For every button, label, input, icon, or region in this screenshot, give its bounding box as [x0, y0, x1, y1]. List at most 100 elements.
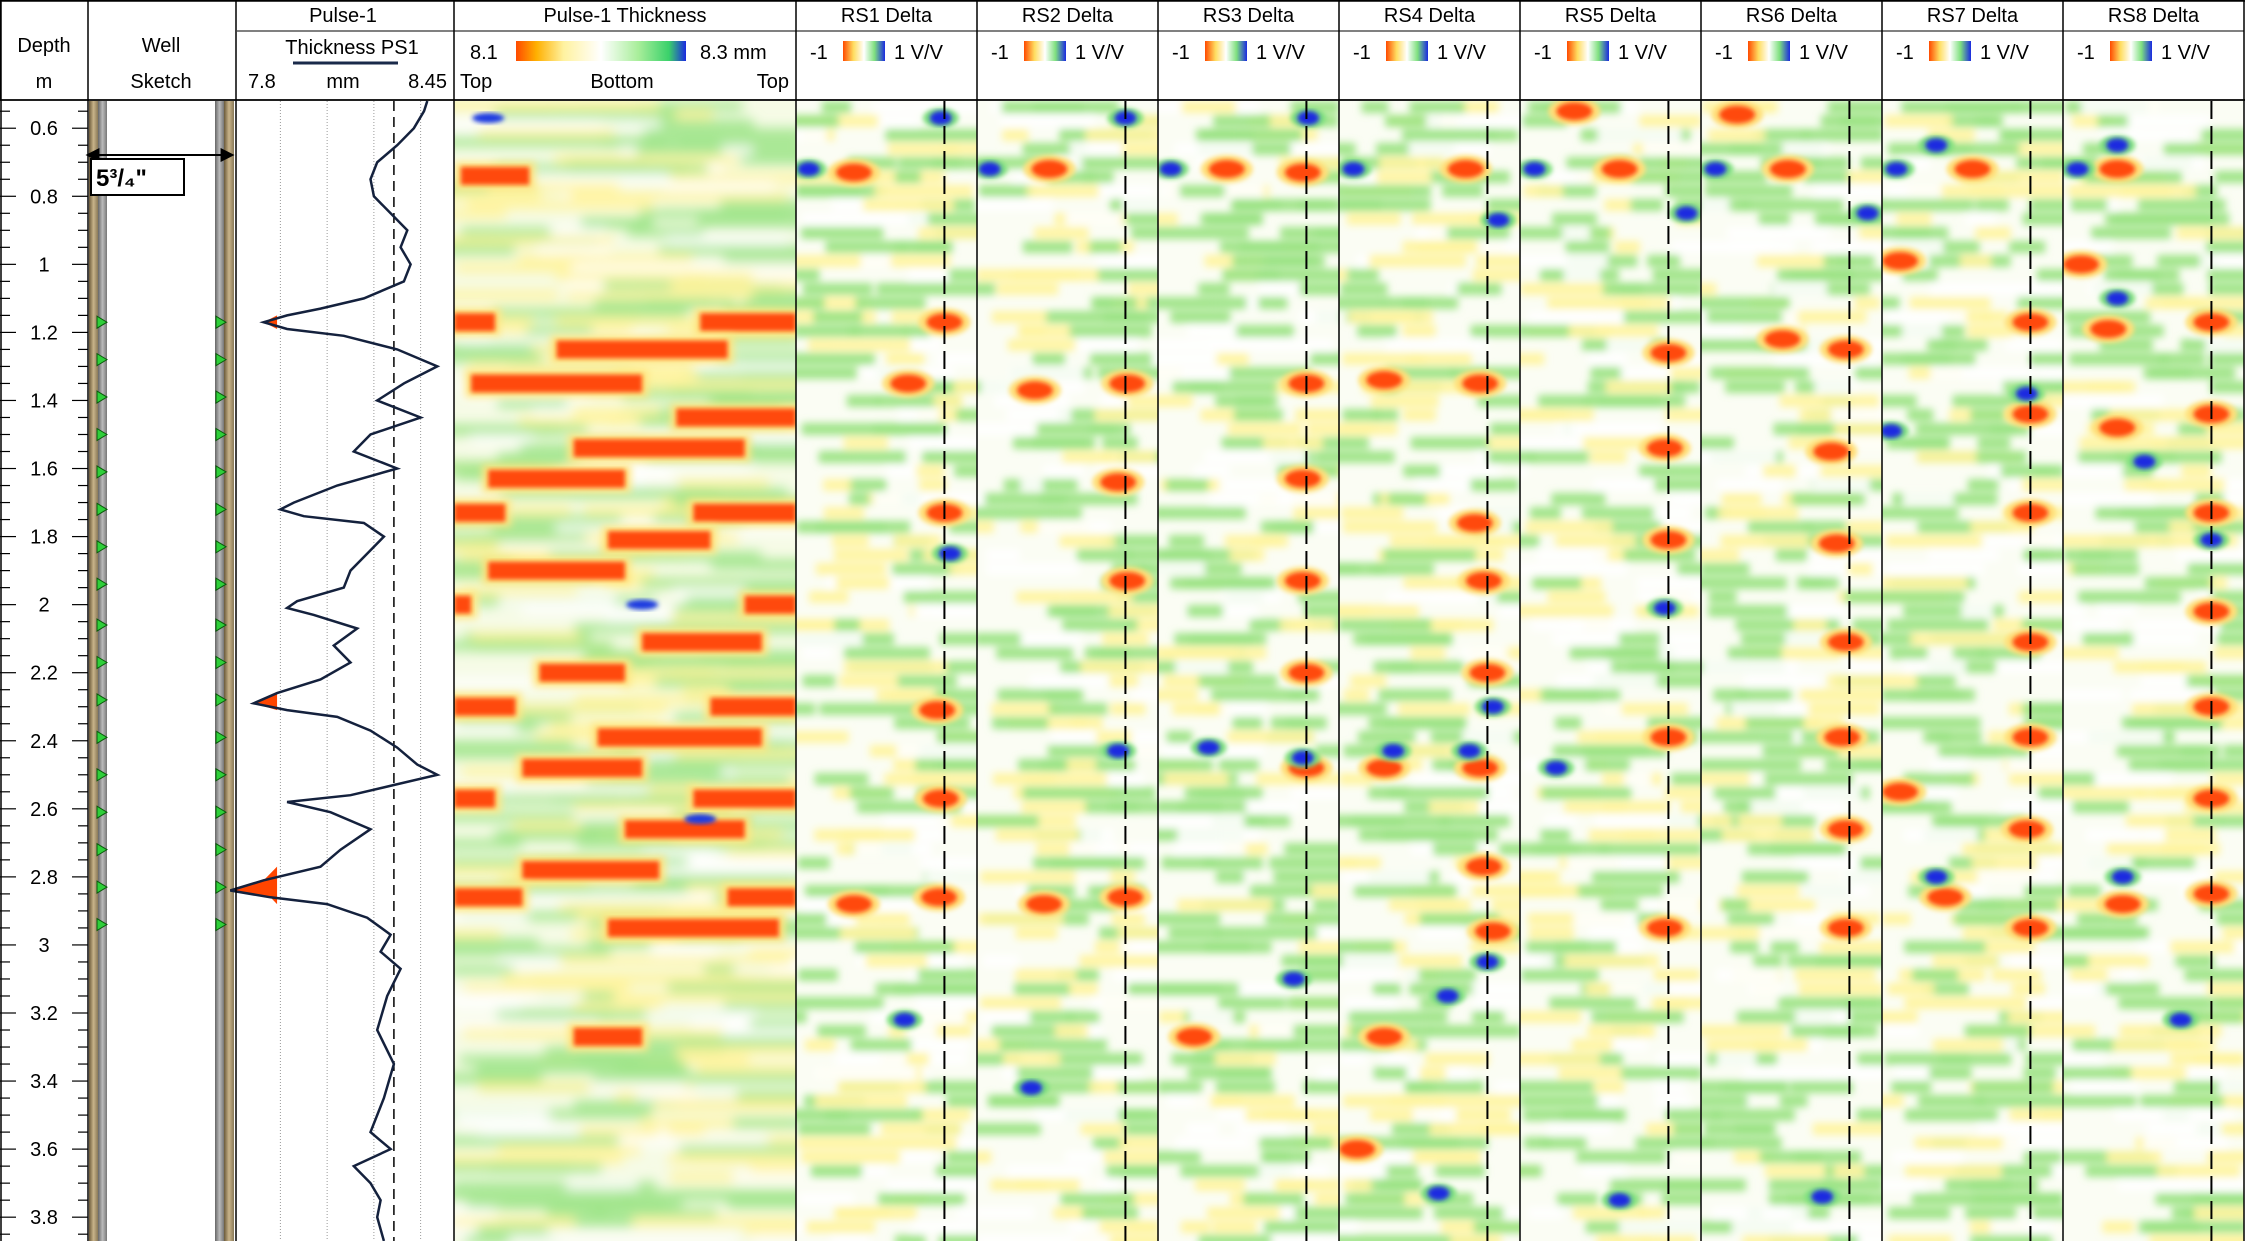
rs-positive-anomaly	[1813, 442, 1850, 461]
rs-negative-anomaly	[1342, 162, 1365, 177]
rs-positive-anomaly	[1556, 102, 1593, 121]
pulse-thickness-track	[229, 100, 454, 1241]
rs-track-title: RS8 Delta	[2108, 5, 2200, 27]
thickness-thin-spot	[626, 599, 659, 610]
rs-positive-anomaly	[922, 789, 959, 808]
thickness-band	[573, 439, 745, 458]
rs-negative-anomaly	[1523, 162, 1546, 177]
rs-color-scale	[843, 41, 885, 61]
rs-header-5: RS5 Delta -1 1 V/V	[1520, 5, 1701, 64]
rs-positive-anomaly	[1339, 1140, 1376, 1159]
rs-header-2: RS2 Delta -1 1 V/V	[977, 5, 1158, 64]
rs-positive-anomaly	[1601, 160, 1638, 179]
rs-negative-anomaly	[2111, 869, 2134, 884]
rs-scale-min: -1	[1353, 42, 1371, 64]
rs-color-scale	[1024, 41, 1066, 61]
rs-negative-anomaly	[2106, 138, 2129, 153]
rs-color-scale	[1386, 41, 1428, 61]
rs-negative-anomaly	[2133, 454, 2156, 469]
rs-positive-anomaly	[1954, 160, 1991, 179]
centralizer-marker-left	[96, 539, 108, 554]
centralizer-marker-left	[96, 730, 108, 745]
rs-positive-anomaly	[1646, 439, 1683, 458]
depth-header-unit: m	[36, 71, 53, 93]
rs-track-title: RS5 Delta	[1565, 5, 1657, 27]
rs-positive-anomaly	[1882, 251, 1919, 270]
rs-positive-anomaly	[1100, 473, 1137, 492]
rs-positive-anomaly	[1109, 374, 1146, 393]
rs-negative-anomaly	[2015, 386, 2038, 401]
centralizer-marker-left	[96, 502, 108, 517]
rs-negative-anomaly	[1436, 988, 1459, 1003]
pulse-track-title: Pulse-1	[309, 5, 377, 27]
centralizer-marker-right	[215, 917, 227, 932]
rs-negative-anomaly	[1481, 699, 1504, 714]
rs-track-3	[1158, 101, 1339, 1241]
rs-background-texture	[1701, 101, 1882, 1241]
rs-positive-anomaly	[835, 895, 872, 914]
rs-positive-anomaly	[1031, 160, 1068, 179]
rs-positive-anomaly	[2012, 313, 2049, 332]
rs-track-title: RS3 Delta	[1203, 5, 1295, 27]
pulse-thickness-image	[454, 101, 796, 1241]
centralizer-marker-left	[96, 842, 108, 857]
rs-header-6: RS6 Delta -1 1 V/V	[1701, 5, 1882, 64]
rs-track-8	[2063, 101, 2244, 1241]
thickness-band	[700, 313, 796, 332]
header-row: Depth m Well Sketch Pulse-1 Thickness PS…	[0, 0, 2245, 101]
rs-positive-anomaly	[2193, 313, 2230, 332]
depth-tick-label: 1.8	[30, 527, 58, 549]
thickness-band	[460, 166, 530, 185]
depth-tick-label: 0.8	[30, 186, 58, 208]
thickness-band	[454, 697, 516, 716]
thickness-band	[522, 758, 643, 777]
rs-negative-anomaly	[929, 111, 952, 126]
thickness-band	[727, 888, 796, 907]
thickness-band	[488, 561, 625, 580]
depth-tick-label: 2	[38, 595, 49, 617]
rs-negative-anomaly	[1608, 1193, 1631, 1208]
thickness-label-bottom: Bottom	[590, 71, 653, 93]
rs-positive-anomaly	[1462, 758, 1499, 777]
rs-track-title: RS2 Delta	[1022, 5, 1114, 27]
thickness-hot-bands	[454, 161, 796, 1051]
thickness-band	[522, 861, 660, 880]
rs-scale-max: 1 V/V	[1618, 42, 1668, 64]
rs-positive-anomaly	[1456, 513, 1493, 532]
centralizer-marker-left	[96, 655, 108, 670]
rs-negative-anomaly	[1811, 1189, 1834, 1204]
left-formation-wall	[89, 101, 98, 1241]
centralizer-marker-right	[215, 880, 227, 894]
rs-positive-anomaly	[1447, 160, 1484, 179]
rs-negative-anomaly	[1458, 743, 1481, 758]
rs-positive-anomaly	[2090, 320, 2127, 338]
rs-positive-anomaly	[1882, 782, 1919, 801]
depth-tick-label: 2.6	[30, 799, 58, 821]
rs-scale-min: -1	[1172, 42, 1190, 64]
thickness-thin-spot	[472, 113, 505, 124]
rs-track-4	[1339, 101, 1520, 1241]
depth-track: 0.6 0.8 1 1.2 1.4 1.6 1.8 2 2.2 2.4 2.6 2.8 3 3.2 3.4 3…	[0, 101, 88, 1241]
pulse-max-label: 8.45	[408, 71, 447, 93]
thickness-label-top-left: Top	[460, 71, 492, 93]
centralizer-marker-left	[96, 352, 108, 367]
thickness-band	[642, 633, 762, 652]
depth-tick-label: 3	[38, 935, 49, 957]
thickness-band	[539, 663, 625, 682]
rs-negative-anomaly	[1704, 162, 1727, 177]
rs-color-scale	[1205, 41, 1247, 61]
rs-track-title: RS4 Delta	[1384, 5, 1476, 27]
casing-size-label: 5³/₄"	[96, 165, 147, 192]
rs-negative-anomaly	[1382, 743, 1405, 758]
rs-negative-anomaly	[1545, 760, 1568, 775]
depth-tick-label: 2.8	[30, 867, 58, 889]
rs-track-6	[1701, 101, 1882, 1241]
thickness-label-top-right: Top	[757, 71, 789, 93]
depth-tick-label: 2.2	[30, 663, 58, 685]
rs-negative-anomaly	[1885, 162, 1908, 177]
rs-positive-anomaly	[890, 374, 927, 393]
thickness-band	[454, 313, 496, 332]
depth-header-title: Depth	[17, 35, 70, 57]
centralizer-marker-left	[96, 880, 108, 894]
